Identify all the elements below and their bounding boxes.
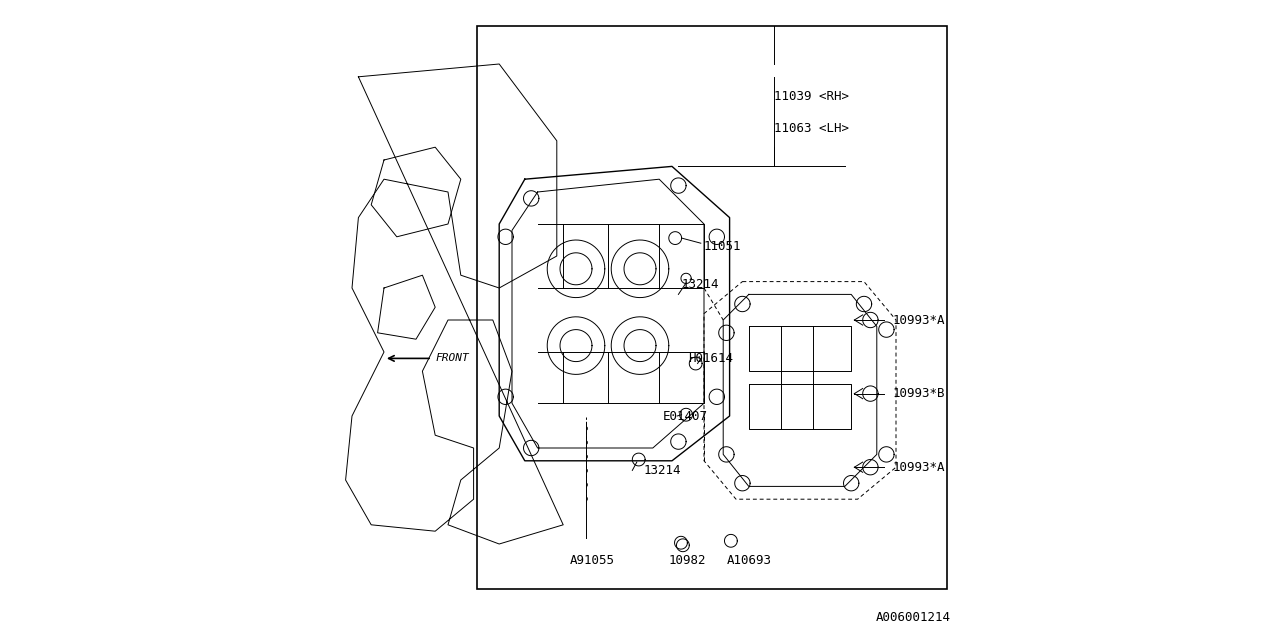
Text: 13214: 13214 [681,278,719,291]
Text: A10693: A10693 [727,554,772,566]
Text: FRONT: FRONT [435,353,468,364]
Text: 10993*A: 10993*A [893,314,946,326]
Text: 10993*A: 10993*A [893,461,946,474]
Text: 11039 <RH>: 11039 <RH> [774,90,850,102]
Text: H01614: H01614 [689,352,733,365]
Text: A006001214: A006001214 [876,611,950,624]
Text: 10993*B: 10993*B [893,387,946,400]
Text: 11063 <LH>: 11063 <LH> [774,122,850,134]
Bar [477,26,947,589]
Text: A91055: A91055 [570,554,614,566]
Text: E01407: E01407 [663,410,708,422]
Text: 13214: 13214 [644,464,681,477]
Text: 11051: 11051 [704,240,741,253]
Text: 10982: 10982 [668,554,707,566]
